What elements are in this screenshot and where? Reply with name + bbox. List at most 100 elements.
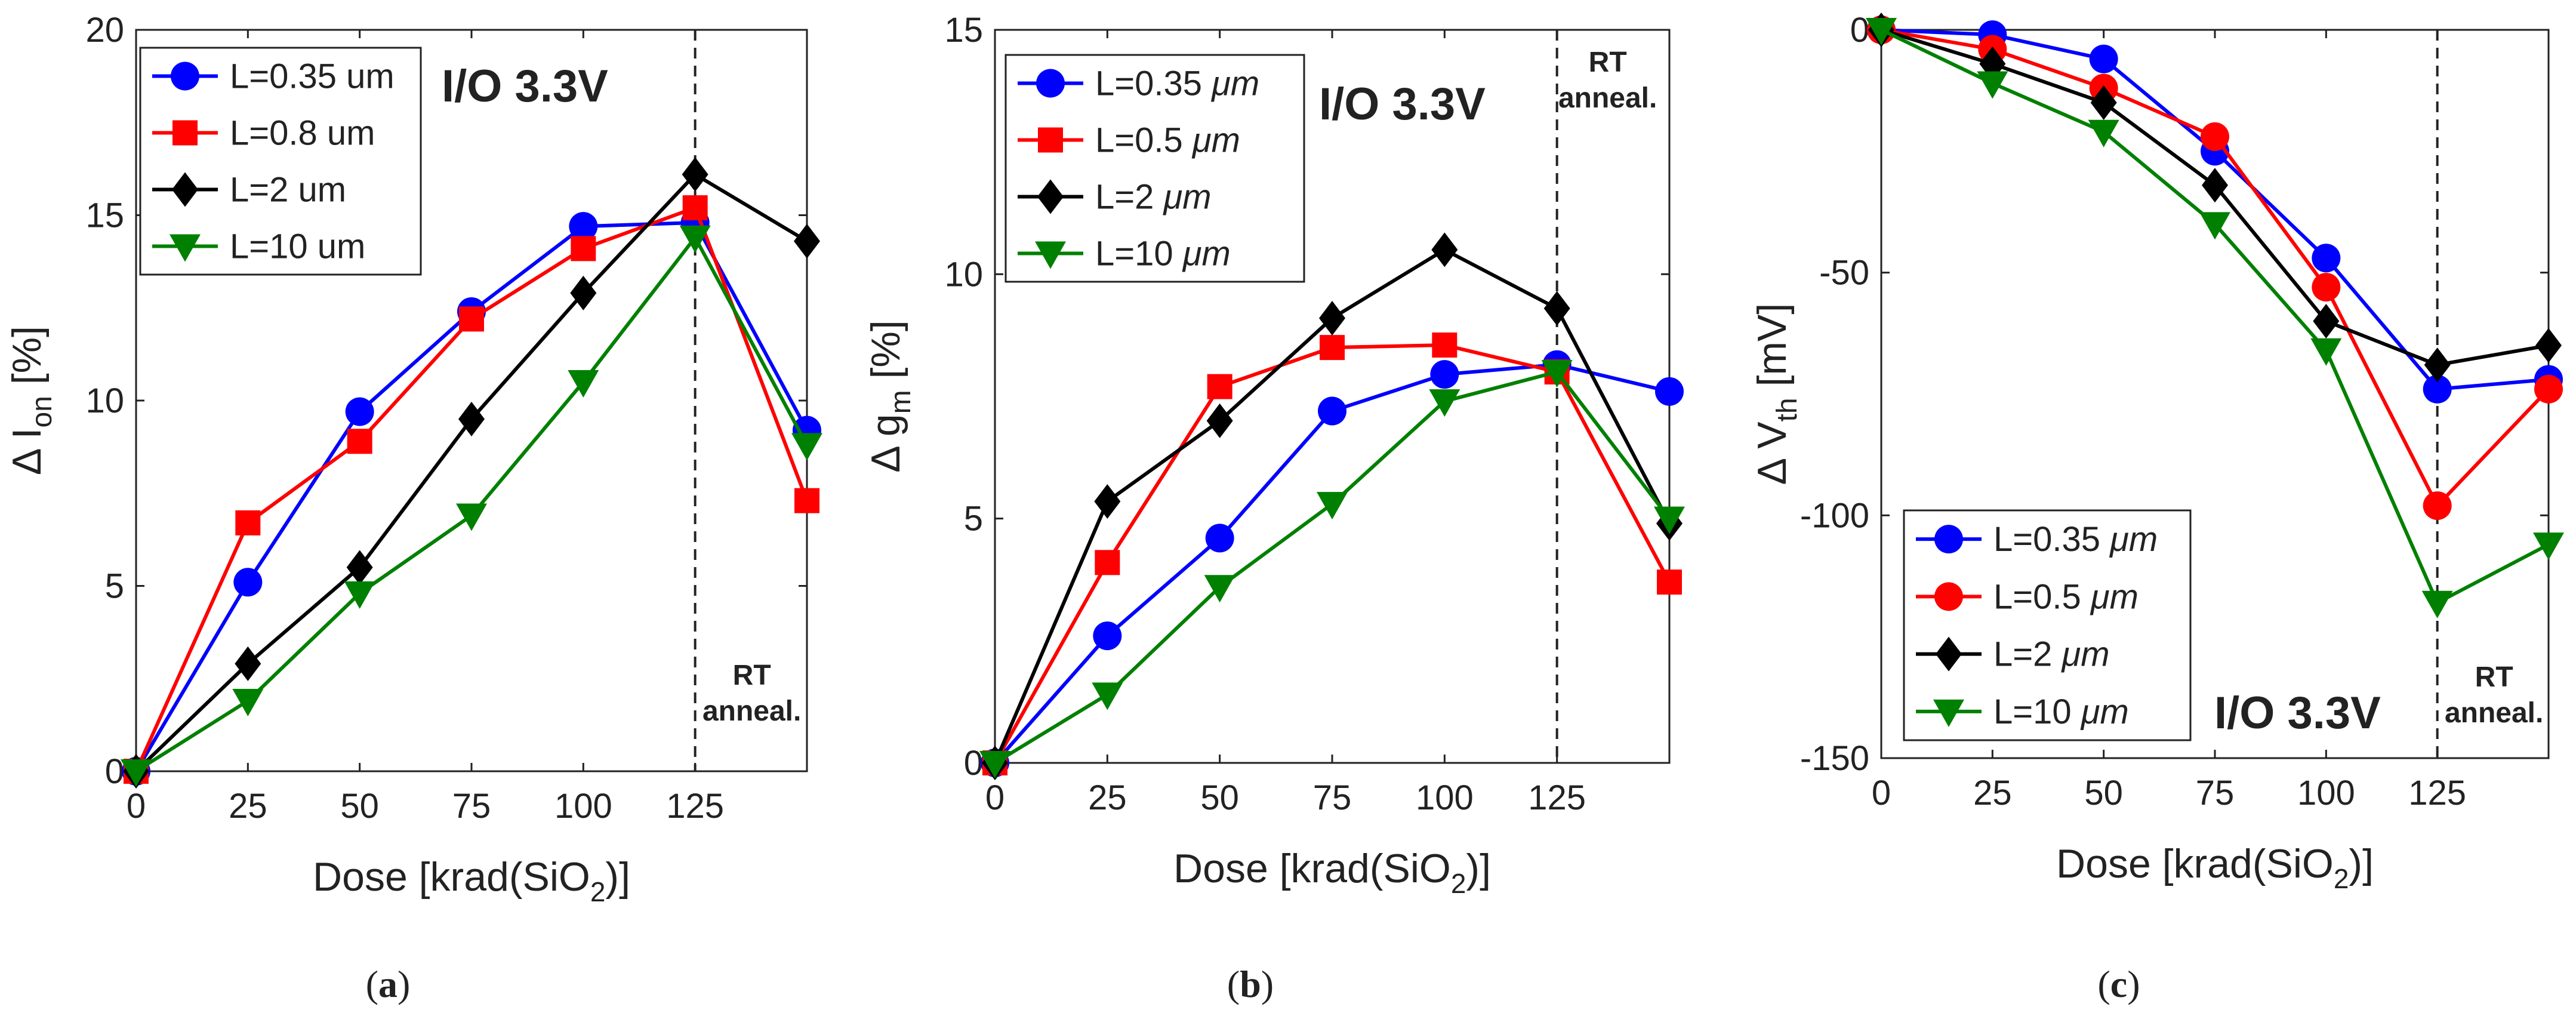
data-point (235, 510, 261, 535)
legend-label: L=0.35 μm (1993, 520, 2158, 559)
legend-label: L=0.35 um (230, 57, 395, 96)
legend-marker (1037, 179, 1064, 214)
y-tick-label: 0 (1850, 11, 1869, 50)
data-point (1977, 71, 2008, 99)
data-point (1092, 682, 1123, 710)
data-point (458, 402, 485, 437)
data-point (344, 581, 375, 609)
y-axis-label-part: [%] (863, 320, 908, 390)
data-point (2533, 532, 2564, 561)
data-point (456, 503, 487, 531)
data-point (235, 646, 261, 681)
legend-label-text: L=0.35 um (230, 57, 395, 96)
legend-item: L=0.35 μm (1916, 520, 2158, 559)
data-point (2313, 304, 2340, 338)
legend-item: L=2 μm (1916, 635, 2110, 674)
data-point (1429, 389, 1460, 417)
legend-label-unit: μm (2061, 635, 2110, 674)
data-point (2421, 590, 2453, 618)
legend-label-text: L=0.35 (1993, 520, 2110, 559)
legend-label-text: L=10 um (230, 227, 365, 266)
y-axis-label-part: Δ g (863, 414, 908, 472)
legend-label: L=0.35 μm (1095, 64, 1259, 103)
legend-label-unit: μm (2109, 520, 2158, 559)
legend-label-unit: μm (1191, 121, 1240, 160)
data-point (2090, 85, 2117, 120)
data-point (1657, 569, 1682, 595)
y-axis-label-subscript: m (885, 390, 917, 414)
legend-marker (1936, 636, 1962, 672)
data-point (345, 397, 374, 426)
y-tick-label: -50 (1819, 254, 1869, 293)
legend-label-text: L=0.8 um (230, 114, 375, 153)
y-axis-label-part: [%] (4, 326, 50, 396)
data-point (682, 195, 708, 221)
x-axis-label-part: Dose [krad(SiO (2056, 841, 2334, 886)
legend-item: L=10 um (152, 227, 365, 266)
legend-marker (1038, 127, 1063, 153)
data-point (794, 223, 820, 258)
x-tick-label: 0 (985, 778, 1004, 817)
x-axis-label-part: )] (1466, 846, 1491, 891)
caption-letter: c (2110, 963, 2127, 1005)
y-tick-label: 0 (964, 744, 983, 783)
y-tick-label: 5 (964, 500, 983, 538)
x-tick-label: 75 (452, 787, 491, 826)
device-annotation: I/O 3.3V (1319, 79, 1486, 130)
y-axis-label: Δ Ion [%] (4, 326, 58, 475)
legend: L=0.35 um L=0.8 um L=2 um L=10 um (139, 47, 422, 276)
caption-paren: ) (1261, 963, 1274, 1005)
legend-label-text: L=10 (1993, 692, 2081, 731)
data-point (1207, 374, 1232, 399)
data-point (1319, 301, 1345, 336)
x-tick-label: 75 (2196, 774, 2235, 812)
legend-item: L=2 um (152, 171, 346, 210)
data-point (2202, 168, 2228, 203)
data-point (1318, 396, 1346, 426)
legend-marker (170, 234, 201, 262)
legend-label-text: L=2 um (230, 171, 346, 210)
anneal-label-line2: anneal. (2445, 697, 2543, 729)
data-point (1094, 484, 1121, 519)
chart-panel-c: -150 -100 -50 0 0 25 50 75 100 125 Dose [krad(SiO2… (1749, 11, 2564, 1005)
y-axis-label: Δ Vth [mV] (1749, 303, 1803, 485)
device-annotation: I/O 3.3V (442, 61, 608, 112)
legend-item: L=0.5 μm (1916, 577, 2139, 616)
data-point (1093, 621, 1122, 651)
data-point (2424, 347, 2451, 383)
x-tick-label: 100 (1416, 778, 1474, 817)
anneal-label-line2: anneal. (702, 695, 801, 727)
data-point (2199, 212, 2230, 240)
y-axis-label-subscript: th (1771, 398, 1803, 421)
legend-marker (1934, 525, 1963, 554)
legend-label-unit: μm (1182, 235, 1231, 273)
data-point (2423, 491, 2452, 521)
data-point (346, 550, 373, 585)
legend-marker (1933, 699, 1964, 727)
legend-label-unit: μm (2080, 692, 2129, 731)
anneal-label-line2: anneal. (1558, 82, 1657, 114)
legend-label-text: L=2 (1095, 178, 1164, 217)
x-tick-label: 50 (1200, 778, 1239, 817)
y-axis-label-part: [mV] (1749, 303, 1795, 398)
caption-paren: ( (1227, 963, 1240, 1005)
series-line (1881, 28, 2549, 391)
x-axis-label-part: )] (605, 854, 630, 900)
data-point (791, 433, 822, 461)
data-point (2312, 273, 2341, 302)
data-point (1541, 360, 1573, 388)
legend-label-text: L=0.35 (1095, 64, 1212, 103)
x-tick-label: 125 (1528, 778, 1586, 817)
x-tick-label: 0 (127, 787, 146, 826)
data-point (121, 759, 152, 787)
y-tick-label: 0 (105, 752, 124, 791)
caption-paren: ) (398, 963, 410, 1005)
chart-panel-b: 0 5 10 15 0 25 50 75 100 125 Dose [krad(SiO2)] Δ gm… (863, 11, 1685, 1005)
data-point (459, 306, 484, 332)
y-axis-label-part: Δ V (1749, 421, 1795, 485)
data-point (569, 212, 598, 241)
data-point (2534, 374, 2563, 404)
legend-label-unit: μm (2090, 577, 2139, 616)
y-tick-label: -150 (1800, 739, 1869, 778)
